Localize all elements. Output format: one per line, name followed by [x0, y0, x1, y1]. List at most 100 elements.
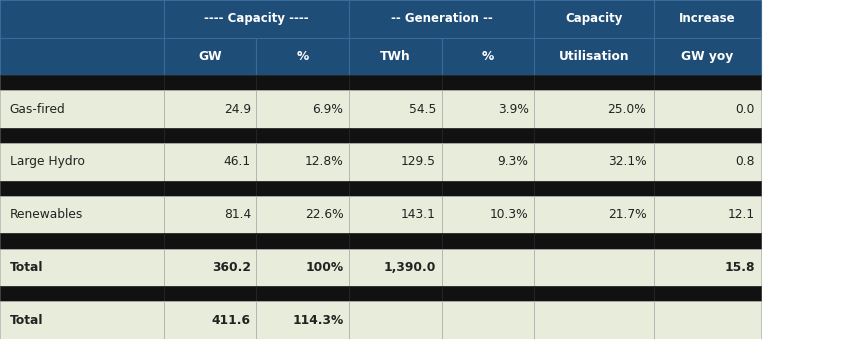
Bar: [349, 75, 442, 90]
Text: -- Generation --: -- Generation --: [391, 12, 492, 25]
Bar: [0, 301, 164, 339]
Bar: [164, 181, 256, 196]
Bar: [654, 0, 761, 38]
Bar: [0, 75, 164, 90]
Text: Total: Total: [10, 314, 43, 327]
Text: %: %: [297, 50, 309, 63]
Text: 46.1: 46.1: [224, 155, 251, 168]
Bar: [0, 128, 164, 143]
Bar: [256, 75, 349, 90]
Bar: [654, 38, 761, 75]
Bar: [256, 143, 349, 181]
Text: 54.5: 54.5: [408, 103, 436, 116]
Bar: [349, 286, 442, 301]
Bar: [654, 301, 761, 339]
Bar: [164, 128, 256, 143]
Bar: [0, 234, 164, 249]
Text: 100%: 100%: [305, 261, 343, 274]
Bar: [442, 75, 534, 90]
Text: 6.9%: 6.9%: [312, 103, 343, 116]
Bar: [534, 0, 654, 38]
Bar: [442, 249, 534, 286]
Text: 129.5: 129.5: [401, 155, 436, 168]
Text: 3.9%: 3.9%: [497, 103, 529, 116]
Bar: [164, 75, 256, 90]
Text: Renewables: Renewables: [10, 208, 83, 221]
Text: 81.4: 81.4: [224, 208, 251, 221]
Bar: [164, 249, 256, 286]
Text: 15.8: 15.8: [724, 261, 755, 274]
Text: %: %: [482, 50, 494, 63]
Bar: [534, 286, 654, 301]
Bar: [534, 301, 654, 339]
Bar: [0, 143, 164, 181]
Text: GW yoy: GW yoy: [682, 50, 734, 63]
Bar: [349, 90, 442, 128]
Text: 12.1: 12.1: [727, 208, 755, 221]
Bar: [534, 234, 654, 249]
Bar: [164, 286, 256, 301]
Text: ---- Capacity ----: ---- Capacity ----: [204, 12, 309, 25]
Text: 9.3%: 9.3%: [497, 155, 529, 168]
Bar: [164, 0, 349, 38]
Bar: [0, 38, 164, 75]
Text: 143.1: 143.1: [401, 208, 436, 221]
Bar: [654, 75, 761, 90]
Bar: [256, 38, 349, 75]
Bar: [349, 196, 442, 234]
Bar: [349, 38, 442, 75]
Text: Large Hydro: Large Hydro: [10, 155, 85, 168]
Text: 25.0%: 25.0%: [607, 103, 646, 116]
Text: Increase: Increase: [679, 12, 735, 25]
Text: 0.8: 0.8: [735, 155, 755, 168]
Text: 22.6%: 22.6%: [304, 208, 343, 221]
Bar: [442, 128, 534, 143]
Bar: [164, 196, 256, 234]
Bar: [164, 143, 256, 181]
Bar: [442, 196, 534, 234]
Bar: [349, 128, 442, 143]
Text: 10.3%: 10.3%: [490, 208, 529, 221]
Bar: [442, 143, 534, 181]
Bar: [654, 234, 761, 249]
Bar: [0, 196, 164, 234]
Text: 21.7%: 21.7%: [608, 208, 646, 221]
Text: 114.3%: 114.3%: [292, 314, 343, 327]
Bar: [256, 196, 349, 234]
Bar: [534, 90, 654, 128]
Text: 0.0: 0.0: [735, 103, 755, 116]
Bar: [654, 249, 761, 286]
Text: Total: Total: [10, 261, 43, 274]
Bar: [164, 38, 256, 75]
Bar: [349, 249, 442, 286]
Bar: [349, 143, 442, 181]
Bar: [256, 249, 349, 286]
Bar: [164, 301, 256, 339]
Bar: [256, 90, 349, 128]
Bar: [256, 181, 349, 196]
Bar: [0, 0, 164, 38]
Bar: [0, 249, 164, 286]
Bar: [349, 0, 534, 38]
Text: Utilisation: Utilisation: [559, 50, 629, 63]
Bar: [0, 181, 164, 196]
Text: 32.1%: 32.1%: [608, 155, 646, 168]
Bar: [256, 301, 349, 339]
Bar: [349, 234, 442, 249]
Bar: [0, 286, 164, 301]
Bar: [534, 196, 654, 234]
Bar: [256, 128, 349, 143]
Bar: [654, 286, 761, 301]
Text: 1,390.0: 1,390.0: [384, 261, 436, 274]
Bar: [534, 249, 654, 286]
Bar: [654, 196, 761, 234]
Bar: [164, 90, 256, 128]
Bar: [442, 301, 534, 339]
Text: TWh: TWh: [380, 50, 411, 63]
Text: Capacity: Capacity: [565, 12, 623, 25]
Bar: [442, 38, 534, 75]
Bar: [534, 75, 654, 90]
Bar: [256, 234, 349, 249]
Bar: [654, 128, 761, 143]
Text: 24.9: 24.9: [224, 103, 251, 116]
